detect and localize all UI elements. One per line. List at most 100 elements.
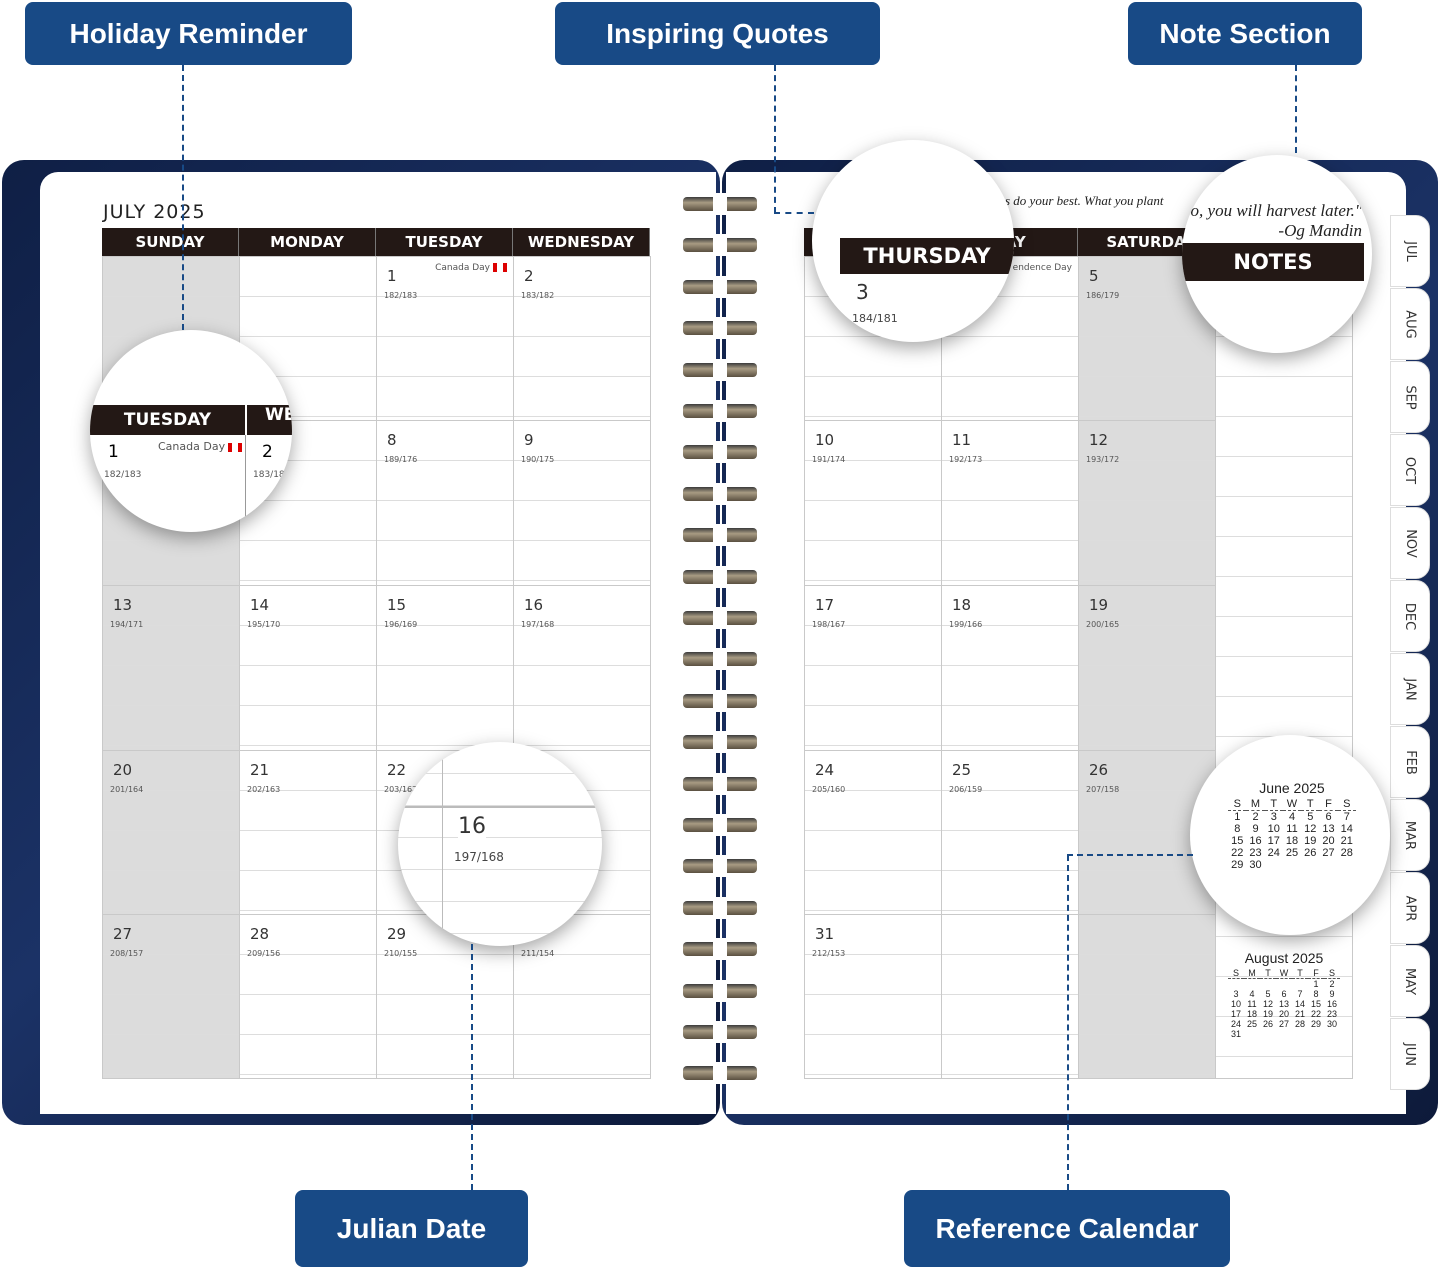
day-cell[interactable]: 10 191/174 bbox=[804, 420, 942, 586]
day-cell[interactable]: 18 199/166 bbox=[941, 585, 1079, 751]
canada-flag-icon bbox=[228, 442, 243, 452]
spiral-ring bbox=[683, 358, 757, 381]
day-cell[interactable]: 21 202/163 bbox=[239, 750, 377, 915]
day-cell[interactable]: endence Day bbox=[941, 256, 1079, 421]
julian-date: 190/175 bbox=[521, 455, 555, 464]
day-cell[interactable]: 20 201/164 bbox=[102, 750, 240, 915]
mini-date: 20 bbox=[1322, 835, 1335, 847]
spiral-ring bbox=[683, 234, 757, 257]
julian-date: 183/182 bbox=[521, 291, 555, 300]
day-cell[interactable]: 28 209/156 bbox=[239, 914, 377, 1079]
day-cell[interactable]: 24 205/160 bbox=[804, 750, 942, 915]
day-number: 10 bbox=[815, 431, 835, 449]
month-tab[interactable]: DEC bbox=[1390, 580, 1430, 652]
tab-label: JUN bbox=[1402, 1042, 1418, 1066]
mini-calendar-june: June 2025 S M T W T F S 1 2 3 4 5 6 7 8 9 10 11 12 13 14 15 16 1… bbox=[1212, 780, 1372, 871]
day-cell[interactable]: 1 182/183 Canada Day bbox=[376, 256, 514, 421]
month-tab[interactable]: FEB bbox=[1390, 726, 1430, 798]
mini-calendar-title: June 2025 bbox=[1259, 780, 1325, 796]
month-tab[interactable]: OCT bbox=[1390, 434, 1430, 506]
day-cell[interactable]: 2 183/182 bbox=[513, 256, 651, 421]
julian-date: 199/166 bbox=[949, 620, 983, 629]
month-tab[interactable]: SEP bbox=[1390, 361, 1430, 433]
mini-date: 15 bbox=[1311, 999, 1322, 1009]
month-tab[interactable]: NOV bbox=[1390, 507, 1430, 579]
mini-date: 7 bbox=[1297, 989, 1303, 999]
day-cell[interactable]: 31 212/153 bbox=[804, 914, 942, 1079]
header-notes: NOTES bbox=[1182, 243, 1364, 281]
mini-date: 7 bbox=[1343, 811, 1350, 823]
spiral-ring bbox=[683, 441, 757, 464]
weekday-label: M bbox=[1243, 968, 1260, 979]
day-header: WEDNESDAY bbox=[513, 228, 650, 256]
mini-date: 3 bbox=[1270, 811, 1277, 823]
weekday-label: S bbox=[1337, 798, 1356, 811]
weekday-label: F bbox=[1308, 968, 1325, 979]
header-wednesday: WE bbox=[247, 405, 292, 435]
notes-column[interactable] bbox=[1215, 256, 1353, 1079]
day-number: 19 bbox=[1089, 596, 1109, 614]
day-number: 15 bbox=[387, 596, 407, 614]
mini-date: 22 bbox=[1231, 847, 1244, 859]
mini-date: 19 bbox=[1262, 1009, 1273, 1019]
mini-date bbox=[1324, 1029, 1340, 1039]
day-cell[interactable]: 8 189/176 bbox=[376, 420, 514, 586]
spiral-ring bbox=[683, 193, 757, 215]
tab-label: DEC bbox=[1402, 602, 1418, 630]
julian-date: 182/183 bbox=[384, 291, 418, 300]
day-cell[interactable]: 14 195/170 bbox=[239, 585, 377, 751]
mini-date bbox=[1244, 1029, 1260, 1039]
day-cell[interactable]: 11 192/173 bbox=[941, 420, 1079, 586]
day-cell[interactable]: 27 208/157 bbox=[102, 914, 240, 1079]
day-cell[interactable]: 9 190/175 bbox=[513, 420, 651, 586]
mini-calendar-grid: S M T W T F S 1 2 3 4 5 6 7 8 9 10 11 12 13 14 15 16 17 18 19 20 21… bbox=[1228, 798, 1356, 871]
month-tab[interactable]: APR bbox=[1390, 872, 1430, 944]
month-tab[interactable]: JUN bbox=[1390, 1018, 1430, 1090]
tab-label: JUL bbox=[1402, 240, 1418, 262]
day-number: 27 bbox=[113, 925, 133, 943]
month-tab[interactable]: AUG bbox=[1390, 288, 1430, 360]
quote-author: -Og Mandin bbox=[1278, 221, 1362, 240]
day-cell[interactable]: 13 194/171 bbox=[102, 585, 240, 751]
day-cell[interactable]: 15 196/169 bbox=[376, 585, 514, 751]
day-cell[interactable]: 12 193/172 bbox=[1078, 420, 1216, 586]
mini-date: 6 bbox=[1281, 989, 1287, 999]
weekday-label: T bbox=[1292, 968, 1309, 979]
mini-date: 26 bbox=[1304, 847, 1317, 859]
day-cell[interactable]: 26 207/158 bbox=[1078, 750, 1216, 915]
header-tuesday: TUESDAY bbox=[90, 405, 245, 435]
day-cell[interactable]: 25 206/159 bbox=[941, 750, 1079, 915]
day-cell[interactable] bbox=[1078, 914, 1216, 1079]
julian-date: 193/172 bbox=[1086, 455, 1120, 464]
day-cell[interactable]: 19 200/165 bbox=[1078, 585, 1216, 751]
mini-date: 29 bbox=[1311, 1019, 1322, 1029]
julian-date: 198/167 bbox=[812, 620, 846, 629]
day-cell[interactable] bbox=[941, 914, 1079, 1079]
weekday-label: T bbox=[1264, 798, 1283, 811]
julian-date: 182/183 bbox=[104, 470, 142, 480]
month-tab[interactable]: MAR bbox=[1390, 799, 1430, 871]
mini-date: 19 bbox=[1304, 835, 1317, 847]
month-tab[interactable]: JAN bbox=[1390, 653, 1430, 725]
mini-date: 6 bbox=[1325, 811, 1332, 823]
mini-date: 18 bbox=[1246, 1009, 1257, 1019]
month-tab[interactable]: JUL bbox=[1390, 215, 1430, 287]
leader-line bbox=[774, 212, 814, 214]
mini-date: 26 bbox=[1262, 1019, 1273, 1029]
mini-date: 28 bbox=[1295, 1019, 1306, 1029]
mini-date: 2 bbox=[1252, 811, 1259, 823]
mini-date bbox=[1260, 979, 1276, 990]
day-cell[interactable]: 16 197/168 bbox=[513, 585, 651, 751]
mini-date: 29 bbox=[1231, 859, 1244, 871]
spiral-ring bbox=[683, 482, 757, 505]
mini-date: 11 bbox=[1247, 999, 1257, 1009]
mini-date: 13 bbox=[1278, 999, 1289, 1009]
day-number: 11 bbox=[952, 431, 972, 449]
weekday-label: T bbox=[1259, 968, 1276, 979]
day-number: 14 bbox=[250, 596, 270, 614]
day-cell[interactable]: 211/154 bbox=[513, 914, 651, 1079]
day-cell[interactable]: 17 198/167 bbox=[804, 585, 942, 751]
canada-flag-icon bbox=[493, 263, 507, 272]
mini-date: 18 bbox=[1285, 835, 1299, 847]
month-tab[interactable]: MAY bbox=[1390, 945, 1430, 1017]
